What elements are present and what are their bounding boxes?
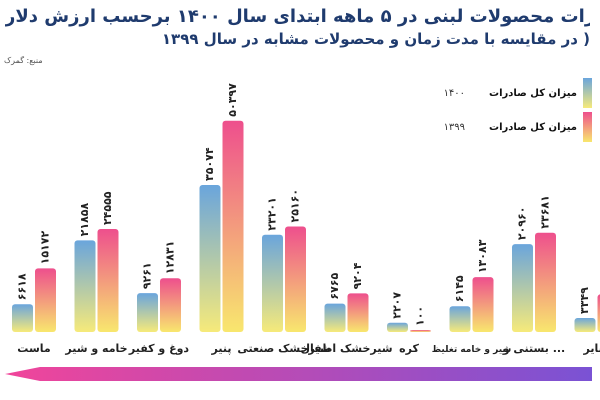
bar-1400-3 (199, 184, 221, 332)
bar-1399-5 (347, 293, 369, 332)
bar-1400-2 (137, 293, 158, 332)
value-label-1400-3: ۳۵۰۷۴ (203, 147, 216, 181)
timeline-arrow (5, 367, 592, 381)
value-label-1400-4: ۲۳۲۰۱ (266, 197, 279, 231)
bar-1400-8 (512, 244, 533, 332)
value-label-1399-7: ۱۳۰۸۳ (476, 239, 489, 273)
legend-item-1400: ۱۴۰۰ میزان کل صادرات (444, 78, 592, 108)
bar-1400-7 (449, 306, 471, 332)
legend-year-1400: ۱۴۰۰ (443, 87, 466, 99)
value-label-1400-0: ۶۶۱۸ (16, 273, 29, 300)
value-label-1400-1: ۲۱۸۵۸ (78, 203, 91, 237)
bar-1399-8 (535, 232, 556, 332)
bar-1400-0 (12, 304, 33, 332)
bar-1400-9 (574, 317, 596, 332)
value-label-1399-1: ۲۴۵۵۵ (101, 191, 114, 225)
legend-swatch-1399 (583, 112, 592, 142)
legend-label-1399: میزان کل صادرات (489, 121, 577, 133)
value-label-1399-2: ۱۲۸۳۱ (164, 241, 177, 275)
legend-item-1399: ۱۳۹۹ میزان کل صادرات (444, 112, 592, 142)
value-label-1399-3: ۵۰۳۹۷ (226, 83, 239, 117)
value-label-1400-8: ۲۰۹۶۰ (516, 207, 529, 241)
value-label-1400-7: ۶۱۴۵ (453, 275, 466, 302)
value-label-1399-4: ۲۵۱۶۰ (289, 189, 302, 223)
category-label-0: ماست (17, 342, 50, 355)
bar-1400-5 (324, 303, 346, 332)
value-label-1399-6: ۱۰۰ (414, 306, 427, 326)
bar-1399-4 (285, 226, 306, 332)
bars-layer (12, 120, 600, 332)
value-label-1400-5: ۶۷۶۵ (328, 272, 341, 299)
source-note: منبع: گمرک (4, 56, 43, 65)
category-label-3: پنیر (211, 342, 232, 355)
value-label-1400-2: ۹۲۶۱ (141, 262, 154, 289)
category-label-5: شیرخشک اطفال (300, 342, 392, 355)
bar-1399-1 (97, 229, 119, 332)
bar-1399-9 (597, 294, 600, 332)
value-labels-layer: ۶۶۱۸ ۱۵۱۷۲ ۲۱۸۵۸ ۲۴۵۵۵ ۹۲۶۱ ۱۲۸۳۱ ۳۵۰۷۴ ۵۰۳۹۷ ۲۳… (16, 83, 592, 326)
category-labels-layer: ماست خامه و شیر دوغ و کفیر پنیر شیرخشک صنعتی… (17, 342, 600, 355)
value-label-1399-0: ۱۵۱۷۲ (39, 231, 52, 265)
category-label-1: خامه و شیر (64, 342, 127, 355)
category-label-4: شیرخشک صنعتی (237, 342, 330, 355)
value-label-1400-6: ۲۲۰۷ (391, 292, 404, 319)
legend-swatch-1400 (583, 78, 592, 108)
bar-1400-4 (262, 234, 283, 332)
category-label-6: کره (399, 342, 419, 355)
category-label-2: دوغ و کفیر (128, 342, 189, 355)
bar-1399-0 (35, 268, 56, 332)
legend-year-1399: ۱۳۹۹ (443, 121, 466, 133)
bar-1399-3 (222, 120, 244, 332)
category-label-9: سایر (583, 342, 600, 355)
category-label-8: بستنی و ... (502, 342, 565, 355)
category-label-7: شیر و خامه تغلیظ (432, 345, 512, 355)
value-label-1400-9: ۳۳۴۹ (578, 287, 591, 314)
bar-1399-7 (472, 277, 494, 332)
bar-1400-6 (387, 322, 408, 332)
bar-1400-1 (74, 240, 96, 332)
bar-1399-6 (410, 330, 431, 332)
legend-label-1400: میزان کل صادرات (489, 87, 577, 99)
value-label-1399-8: ۲۳۶۸۱ (539, 195, 552, 229)
chart-title: صادرات محصولات لبنی در ۵ ماهه ابتدای سال… (5, 6, 590, 27)
chart-subtitle: در مقایسه با مدت زمان و محصولات مشابه در… (161, 30, 590, 48)
value-label-1399-5: ۹۲۰۴ (351, 262, 364, 289)
bar-1399-2 (160, 278, 181, 332)
